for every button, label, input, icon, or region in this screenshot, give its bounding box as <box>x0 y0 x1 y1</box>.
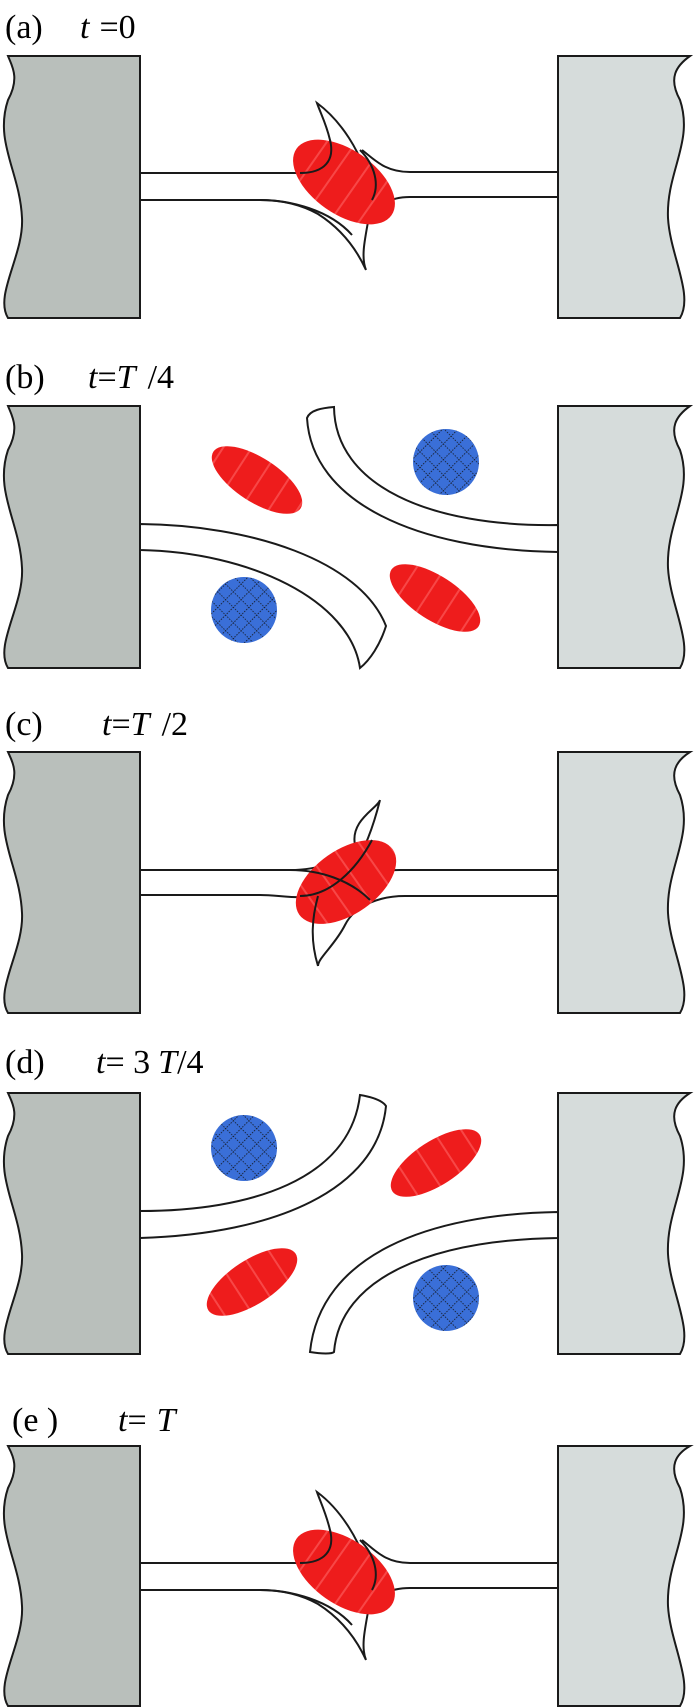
panel-c: (c) t=T/2 <box>3 706 694 1014</box>
right-electrode <box>557 405 694 669</box>
panel-d-time-eq: = 3 <box>105 1044 150 1081</box>
panel-d: (d) t= 3 T/4 <box>3 1044 694 1355</box>
red-blob <box>390 1129 482 1197</box>
panel-e-label: (e ) <box>12 1402 58 1439</box>
blue-disk <box>413 429 479 495</box>
blue-disk <box>211 1115 277 1181</box>
panel-a-time: t =0 <box>80 9 136 46</box>
panel-e-time-t: t <box>118 1402 129 1439</box>
left-beam <box>139 522 388 670</box>
panel-b-time-rest: /4 <box>148 359 174 396</box>
red-blob <box>293 139 395 225</box>
left-electrode <box>3 751 141 1014</box>
left-electrode <box>3 1092 141 1355</box>
right-beam <box>305 405 559 554</box>
left-electrode <box>3 55 141 319</box>
panel-e-time-T: T <box>157 1402 178 1439</box>
panel-c-time-rest: /2 <box>162 706 188 743</box>
blue-disk <box>413 1265 479 1331</box>
panel-d-time: t= 3 T/4 <box>96 1044 204 1081</box>
panel-c-time-T: T <box>131 706 152 743</box>
panel-d-label: (d) <box>5 1044 45 1081</box>
red-blob <box>211 446 303 514</box>
left-electrode <box>3 1445 141 1707</box>
panel-c-label: (c) <box>5 706 43 743</box>
panel-e-time: t= T <box>118 1402 178 1439</box>
left-beam <box>139 1093 388 1240</box>
blue-disk <box>211 577 277 643</box>
panel-e: (e ) t= T <box>3 1402 694 1707</box>
panel-c-time-t: t <box>102 706 113 743</box>
panel-b-time-eq: = <box>97 359 116 396</box>
panel-d-time-T: T <box>158 1044 179 1081</box>
right-electrode <box>557 751 694 1014</box>
beam-overlap-outline <box>259 1529 377 1626</box>
panel-a: (a) t =0 <box>3 9 694 319</box>
panel-a-label: (a) <box>5 9 43 46</box>
beam-overlap-outline <box>259 139 377 236</box>
right-electrode <box>557 1092 694 1355</box>
right-electrode <box>557 55 694 319</box>
panel-b-time: t=T/4 <box>88 359 174 396</box>
panel-c-time: t=T/2 <box>102 706 188 743</box>
panel-b-time-T: T <box>117 359 138 396</box>
panel-a-time-eq: =0 <box>99 9 135 46</box>
beam-overlap-outline <box>289 839 373 967</box>
panel-c-time-eq: = <box>111 706 130 743</box>
right-beam <box>308 1210 559 1355</box>
red-blob <box>206 1248 298 1316</box>
panel-a-time-t: t <box>80 9 91 46</box>
left-electrode <box>3 405 141 669</box>
panel-d-time-t: t <box>96 1044 107 1081</box>
panel-b-label: (b) <box>5 359 45 396</box>
red-blob <box>293 1529 395 1615</box>
panel-d-time-rest: /4 <box>177 1044 203 1081</box>
panel-b-time-t: t <box>88 359 99 396</box>
right-electrode <box>557 1445 694 1707</box>
panel-b: (b) t=T/4 <box>3 359 694 670</box>
red-blob <box>389 564 481 632</box>
panel-e-time-eq: = <box>127 1402 146 1439</box>
